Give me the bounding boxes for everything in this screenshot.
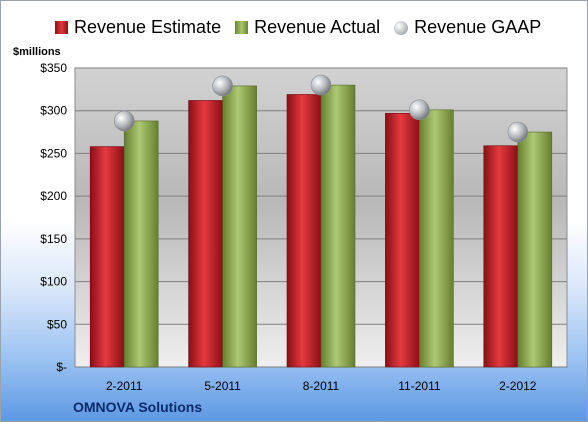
x-tick-label: 2-2011	[106, 379, 143, 393]
legend-label-actual: Revenue Actual	[254, 17, 381, 37]
y-tick-label: $300	[40, 104, 67, 118]
bar-revenue-actual	[320, 84, 356, 368]
bar-revenue-estimate	[188, 100, 223, 368]
marker-revenue-gaap	[409, 99, 430, 121]
legend-label-gaap: Revenue GAAP	[414, 17, 542, 37]
legend-label-estimate: Revenue Estimate	[74, 17, 222, 37]
legend-swatch-actual	[235, 21, 249, 34]
y-axis-unit-label: $millions	[13, 46, 61, 58]
x-tick-label: 5-2011	[204, 379, 241, 393]
legend-item-gaap: Revenue GAAP	[394, 17, 541, 38]
y-tick-label: $100	[40, 275, 67, 289]
legend-item-estimate: Revenue Estimate	[55, 17, 221, 38]
y-tick-label: $250	[40, 146, 67, 160]
marker-revenue-gaap	[310, 74, 332, 96]
y-tick-label: $350	[40, 61, 67, 75]
marker-revenue-gaap	[212, 75, 233, 97]
bar-revenue-estimate	[89, 146, 125, 368]
bar-revenue-actual	[222, 85, 257, 368]
y-tick-label: $-	[56, 360, 67, 374]
legend-item-actual: Revenue Actual	[235, 17, 380, 38]
bar-revenue-actual	[419, 109, 454, 368]
company-name: OMNOVA Solutions	[73, 399, 203, 415]
marker-revenue-gaap	[113, 110, 135, 132]
bar-revenue-actual	[517, 131, 553, 368]
x-tick-label: 2-2012	[499, 379, 537, 393]
marker-revenue-gaap	[507, 121, 529, 143]
legend: Revenue Estimate Revenue Actual Revenue …	[55, 17, 555, 38]
bar-revenue-estimate	[483, 145, 519, 368]
x-tick-label: 11-2011	[398, 379, 441, 393]
bar-revenue-actual	[123, 120, 159, 368]
legend-swatch-estimate	[55, 21, 68, 34]
bar-revenue-estimate	[286, 94, 322, 368]
x-tick-label: 8-2011	[303, 379, 340, 393]
y-tick-label: $200	[40, 189, 67, 203]
legend-marker-gaap	[394, 20, 409, 35]
y-tick-label: $150	[40, 232, 67, 246]
y-tick-label: $50	[47, 317, 67, 331]
bar-revenue-estimate	[385, 112, 420, 368]
